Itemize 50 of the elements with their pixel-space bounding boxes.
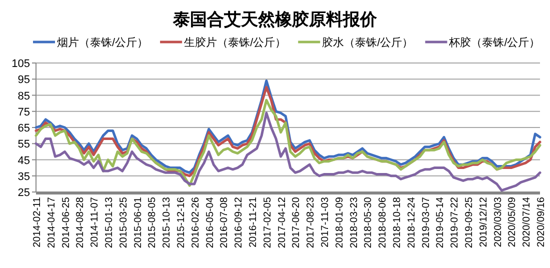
x-tick-label: 2014-04-17: [46, 196, 58, 248]
x-tick-label: 2015-10-13: [162, 196, 173, 248]
legend-label: 烟片（泰铢/公斤）: [57, 36, 148, 49]
x-tick-label: 2015-03-25: [118, 196, 130, 248]
y-tick-label: 85: [18, 90, 30, 102]
x-tick-label: 2020/03/03: [492, 196, 504, 248]
x-tick-label: 2018-03-23: [348, 196, 360, 248]
x-tick-label: 2016-09-12: [234, 196, 245, 248]
x-tick-label: 2018-12-24: [406, 196, 418, 248]
x-tick-label: 2018-05-30: [363, 196, 374, 248]
x-tick-label: 2014-06-25: [60, 196, 72, 248]
x-tick-label: 2016-02-26: [190, 196, 202, 248]
x-tick-label: 2018-01-09: [334, 196, 346, 248]
x-tick-label: 2019/12/12: [478, 196, 490, 248]
x-tick-label: 2016-11-21: [248, 196, 259, 248]
x-tick-label: 2017-08-23: [306, 196, 317, 248]
x-tick-label: 2015-01-13: [104, 196, 115, 248]
x-tick-label: 2017-11-03: [320, 196, 331, 248]
x-tick-label: 2018-10-18: [392, 196, 403, 248]
x-tick-label: 2018-08-06: [378, 196, 389, 248]
x-tick-label: 2019-07-22: [450, 196, 461, 248]
x-tick-label: 2019-09-25: [464, 196, 475, 248]
x-tick-label: 2017-06-20: [291, 196, 302, 248]
y-tick-label: 45: [18, 154, 30, 167]
legend-label: 胶水（泰铢/公斤）: [322, 36, 414, 49]
x-tick-label: 2019-05-14: [435, 196, 446, 248]
x-tick-label: 2020/07/14: [522, 196, 533, 248]
y-tick-label: 55: [18, 138, 30, 151]
x-tick-label: 2017-02-05: [262, 196, 274, 248]
x-tick-label: 2019-03-07: [420, 196, 432, 248]
x-tick-label: 2014-08-28: [75, 196, 86, 248]
title: 泰国合艾天然橡胶原料报价: [173, 10, 377, 29]
y-tick-label: 65: [18, 122, 30, 134]
x-tick-label: 2015-06-01: [132, 196, 144, 248]
x-tick-label: 2017-04-12: [276, 196, 288, 248]
x-tick-label: 2014-02-11: [32, 196, 43, 248]
y-tick-label: 105: [12, 58, 30, 70]
y-tick-label: 25: [18, 187, 30, 199]
y-tick-label: 95: [18, 74, 30, 86]
y-tick-label: 35: [18, 170, 30, 183]
x-tick-label: 2015-08-05: [147, 196, 158, 248]
x-tick-label: 2016-07-08: [219, 196, 230, 248]
legend-label: 杯胶（泰铢/公斤）: [448, 36, 540, 49]
x-tick-label: 2016-05-04: [204, 196, 216, 248]
x-tick-label: 2020/05/09: [507, 196, 518, 248]
y-tick-label: 75: [18, 106, 30, 118]
legend-label: 生胶片（泰铢/公斤）: [184, 36, 286, 49]
x-tick-label: 2014-11-07: [90, 196, 101, 248]
x-tick-label: 2020/09/16: [536, 196, 547, 248]
x-tick-label: 2015-12-16: [176, 196, 187, 248]
